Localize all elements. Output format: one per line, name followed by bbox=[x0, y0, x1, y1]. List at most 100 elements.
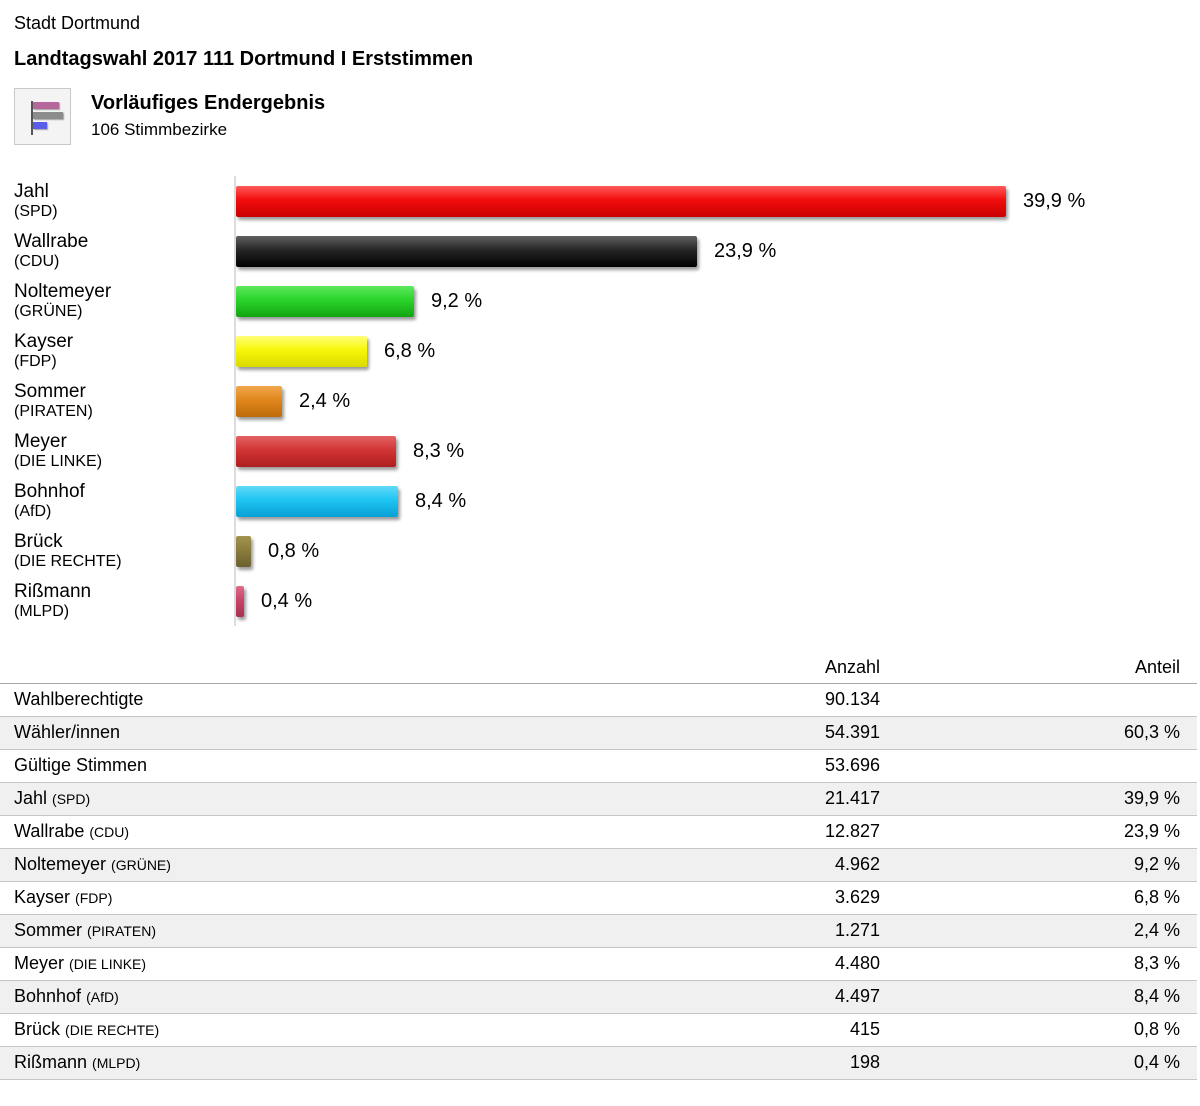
organization-title: Stadt Dortmund bbox=[14, 13, 141, 33]
results-page: Stadt Dortmund Landtagswahl 2017 111 Dor… bbox=[0, 13, 1200, 1080]
row-anzahl: 90.134 bbox=[680, 683, 880, 717]
candidate-name: Brück bbox=[14, 530, 63, 552]
row-label: Sommer bbox=[14, 920, 83, 940]
table-row: Kayser (FDP) 3.629 6,8 % bbox=[0, 881, 1197, 915]
candidate-name: Wallrabe bbox=[14, 230, 89, 252]
bar-wrap: 6,8 % bbox=[236, 335, 1200, 367]
bar-value-label: 2,4 % bbox=[299, 389, 351, 412]
candidate-party: (FDP) bbox=[14, 352, 57, 370]
table-row: Sommer (PIRATEN) 1.271 2,4 % bbox=[0, 914, 1197, 948]
candidate-party: (SPD) bbox=[14, 202, 58, 220]
row-anteil: 39,9 % bbox=[880, 782, 1197, 816]
row-label: Noltemeyer bbox=[14, 854, 107, 874]
bar bbox=[236, 285, 414, 317]
candidate-label: Brück (DIE RECHTE) bbox=[14, 531, 236, 572]
bar-wrap: 2,4 % bbox=[236, 385, 1200, 417]
chart-row: Jahl (SPD) 39,9 % bbox=[14, 176, 1200, 226]
result-status: Vorläufiges Endergebnis bbox=[91, 92, 326, 114]
bar-chart-icon-bar bbox=[33, 122, 47, 129]
row-label: Brück bbox=[14, 1019, 61, 1039]
row-anteil: 8,3 % bbox=[880, 947, 1197, 981]
row-anteil: 9,2 % bbox=[880, 848, 1197, 882]
table-row: Gültige Stimmen 53.696 bbox=[0, 749, 1197, 783]
chart-row: Bohnhof (AfD) 8,4 % bbox=[14, 476, 1200, 526]
candidate-label: Sommer (PIRATEN) bbox=[14, 381, 236, 422]
bar bbox=[236, 585, 244, 617]
bar bbox=[236, 535, 251, 567]
bar-chart-icon-bar bbox=[33, 102, 59, 109]
bar-value-label: 9,2 % bbox=[431, 289, 483, 312]
results-table: Anzahl Anteil Wahlberechtigte 90.134 Wäh… bbox=[0, 652, 1197, 1080]
table-row: Rißmann (MLPD) 198 0,4 % bbox=[0, 1046, 1197, 1080]
row-party: (FDP) bbox=[75, 890, 113, 906]
candidate-name: Kayser bbox=[14, 330, 74, 352]
row-label: Bohnhof bbox=[14, 986, 82, 1006]
row-anteil: 6,8 % bbox=[880, 881, 1197, 915]
row-party: (DIE RECHTE) bbox=[65, 1022, 160, 1038]
bar-value-label: 6,8 % bbox=[384, 339, 436, 362]
candidate-label: Kayser (FDP) bbox=[14, 331, 236, 372]
district-count: 106 Stimmbezirke bbox=[91, 120, 228, 139]
row-label: Jahl bbox=[14, 788, 48, 808]
chart-row: Wallrabe (CDU) 23,9 % bbox=[14, 226, 1200, 276]
row-label: Meyer bbox=[14, 953, 65, 973]
row-label: Wähler/innen bbox=[14, 722, 121, 742]
table-row: Meyer (DIE LINKE) 4.480 8,3 % bbox=[0, 947, 1197, 981]
bar bbox=[236, 335, 367, 367]
bar-wrap: 39,9 % bbox=[236, 185, 1200, 217]
candidate-party: (MLPD) bbox=[14, 602, 70, 620]
candidate-party: (DIE LINKE) bbox=[14, 452, 103, 470]
row-party: (PIRATEN) bbox=[87, 923, 156, 939]
bar-value-label: 0,4 % bbox=[261, 589, 313, 612]
row-label: Kayser bbox=[14, 887, 71, 907]
bar bbox=[236, 385, 282, 417]
result-header: Vorläufiges Endergebnis 106 Stimmbezirke bbox=[14, 88, 1200, 145]
bar bbox=[236, 435, 396, 467]
row-anteil: 0,8 % bbox=[880, 1013, 1197, 1047]
row-anteil: 2,4 % bbox=[880, 914, 1197, 948]
bar-chart-icon-bar bbox=[33, 112, 63, 119]
bar-value-label: 0,8 % bbox=[268, 539, 320, 562]
row-anzahl: 12.827 bbox=[680, 815, 880, 849]
bar bbox=[236, 235, 697, 267]
row-anzahl: 21.417 bbox=[680, 782, 880, 816]
bar-value-label: 8,3 % bbox=[413, 439, 465, 462]
results-bar-chart: Jahl (SPD) 39,9 % Wallrabe (CDU) 23,9 % … bbox=[14, 176, 1200, 626]
table-row: Jahl (SPD) 21.417 39,9 % bbox=[0, 782, 1197, 816]
candidate-name: Bohnhof bbox=[14, 480, 85, 502]
candidate-name: Sommer bbox=[14, 380, 86, 402]
candidate-party: (DIE RECHTE) bbox=[14, 552, 122, 570]
chart-row: Brück (DIE RECHTE) 0,8 % bbox=[14, 526, 1200, 576]
bar-value-label: 39,9 % bbox=[1023, 189, 1086, 212]
row-anteil: 8,4 % bbox=[880, 980, 1197, 1014]
candidate-label: Jahl (SPD) bbox=[14, 181, 236, 222]
bar-value-label: 23,9 % bbox=[714, 239, 777, 262]
row-party: (DIE LINKE) bbox=[69, 956, 147, 972]
chart-rows: Jahl (SPD) 39,9 % Wallrabe (CDU) 23,9 % … bbox=[14, 176, 1200, 626]
row-label: Gültige Stimmen bbox=[14, 755, 148, 775]
candidate-party: (PIRATEN) bbox=[14, 402, 93, 420]
row-party: (MLPD) bbox=[92, 1055, 141, 1071]
bar-wrap: 9,2 % bbox=[236, 285, 1200, 317]
candidate-party: (GRÜNE) bbox=[14, 302, 83, 320]
bar bbox=[236, 485, 398, 517]
table-header-row: Anzahl Anteil bbox=[0, 652, 1197, 684]
row-anzahl: 4.497 bbox=[680, 980, 880, 1014]
chart-axis-line bbox=[234, 176, 236, 626]
row-anteil: 0,4 % bbox=[880, 1046, 1197, 1080]
row-anzahl: 53.696 bbox=[680, 749, 880, 783]
table-header-anteil: Anteil bbox=[880, 652, 1197, 684]
bar-chart-icon bbox=[14, 88, 71, 145]
row-label: Rißmann bbox=[14, 1052, 88, 1072]
candidate-label: Wallrabe (CDU) bbox=[14, 231, 236, 272]
table-row: Brück (DIE RECHTE) 415 0,8 % bbox=[0, 1013, 1197, 1047]
table-row: Bohnhof (AfD) 4.497 8,4 % bbox=[0, 980, 1197, 1014]
table-row: Wahlberechtigte 90.134 bbox=[0, 683, 1197, 717]
bar-wrap: 8,3 % bbox=[236, 435, 1200, 467]
row-party: (GRÜNE) bbox=[111, 857, 171, 873]
page-title: Landtagswahl 2017 111 Dortmund I Erststi… bbox=[14, 48, 474, 70]
chart-row: Sommer (PIRATEN) 2,4 % bbox=[14, 376, 1200, 426]
candidate-party: (AfD) bbox=[14, 502, 52, 520]
bar-chart-icon-axis bbox=[31, 101, 33, 135]
candidate-label: Rißmann (MLPD) bbox=[14, 581, 236, 622]
